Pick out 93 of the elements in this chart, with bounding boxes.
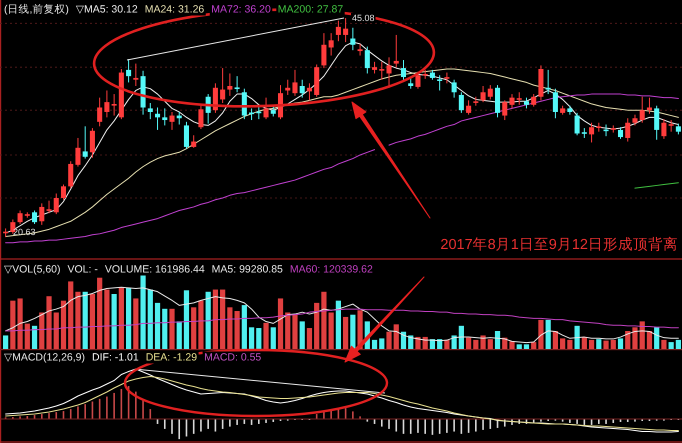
bar	[46, 296, 52, 350]
bar	[285, 312, 290, 350]
bar	[546, 320, 551, 350]
bar	[596, 339, 602, 350]
bar	[336, 300, 341, 350]
text: MACD: 0.55	[204, 352, 262, 364]
bar	[169, 308, 175, 350]
bar	[516, 344, 522, 350]
bar	[394, 324, 399, 350]
text: MA5: 99280.85	[212, 264, 284, 276]
annotation: 2017年8月1日至9月12日形成顶背离	[440, 236, 678, 253]
bar	[162, 308, 168, 350]
bar	[422, 336, 428, 350]
bar	[488, 339, 493, 350]
bar	[234, 311, 240, 350]
bar	[140, 276, 146, 350]
bar	[567, 340, 572, 350]
bar	[306, 328, 312, 350]
bar	[263, 322, 269, 350]
bar	[104, 290, 110, 350]
chart-title: (日线,前复权)	[4, 2, 69, 16]
bar	[588, 340, 594, 350]
bar	[321, 292, 327, 350]
bar	[256, 328, 262, 350]
series-label: DIF: -1.01	[92, 352, 139, 364]
text: MA200: 27.87	[278, 4, 344, 16]
bar	[212, 290, 218, 350]
bar	[248, 327, 254, 350]
bar	[198, 300, 204, 350]
bar	[531, 342, 536, 350]
bar	[148, 290, 153, 350]
bar	[640, 321, 645, 350]
bar	[154, 302, 160, 350]
bar	[3, 335, 8, 350]
bar	[133, 298, 138, 350]
bar	[328, 312, 334, 350]
chart-title: ▽MACD(12,26,9)	[4, 352, 86, 364]
bar	[618, 338, 624, 350]
bar	[206, 292, 211, 350]
bar	[466, 338, 472, 350]
bar	[386, 332, 392, 350]
text: ▽MA5: 30.12	[76, 4, 138, 16]
series-label: VOLUME: 161986.44	[104, 264, 205, 276]
bar	[654, 327, 660, 350]
bar	[625, 331, 630, 350]
series-label: DEA: -1.29	[146, 352, 198, 364]
chart-title: ▽VOL(5,60)	[4, 264, 61, 276]
bar	[473, 340, 478, 350]
bar	[292, 314, 298, 350]
bar	[118, 287, 124, 350]
bar	[372, 340, 378, 350]
bar	[408, 335, 414, 350]
bar	[97, 278, 102, 350]
bar	[39, 312, 44, 350]
bar	[610, 340, 616, 350]
text: MA24: 31.26	[144, 4, 204, 16]
bar	[17, 298, 23, 350]
bar	[191, 307, 196, 350]
bar	[176, 321, 182, 350]
bar	[60, 300, 66, 350]
bar	[126, 288, 132, 350]
chart-subtitle: VOL: -	[68, 264, 98, 276]
bar	[437, 339, 442, 350]
bar	[242, 305, 247, 350]
bar	[184, 290, 190, 350]
bar	[270, 327, 276, 350]
bar	[90, 294, 96, 350]
bar	[502, 338, 508, 350]
bar	[560, 338, 566, 350]
bar	[603, 340, 609, 350]
bar	[54, 312, 59, 350]
bar	[220, 290, 226, 350]
bar	[314, 302, 320, 350]
bar	[676, 340, 681, 350]
bar	[538, 320, 544, 350]
bar	[379, 338, 384, 350]
bar	[278, 298, 284, 350]
bar	[300, 321, 305, 350]
bar	[68, 281, 74, 350]
text: MA72: 36.20	[211, 4, 271, 16]
bar	[661, 340, 667, 350]
bar	[82, 292, 88, 350]
bar	[112, 294, 117, 350]
bar	[668, 342, 674, 350]
bar	[350, 314, 356, 350]
bar	[24, 324, 30, 350]
annotation: 45.08	[352, 13, 375, 23]
bar	[75, 292, 81, 350]
text: MA60: 120339.62	[290, 264, 373, 276]
bar	[10, 300, 16, 350]
bar	[343, 316, 348, 350]
bar	[582, 336, 587, 350]
bar	[227, 307, 232, 350]
